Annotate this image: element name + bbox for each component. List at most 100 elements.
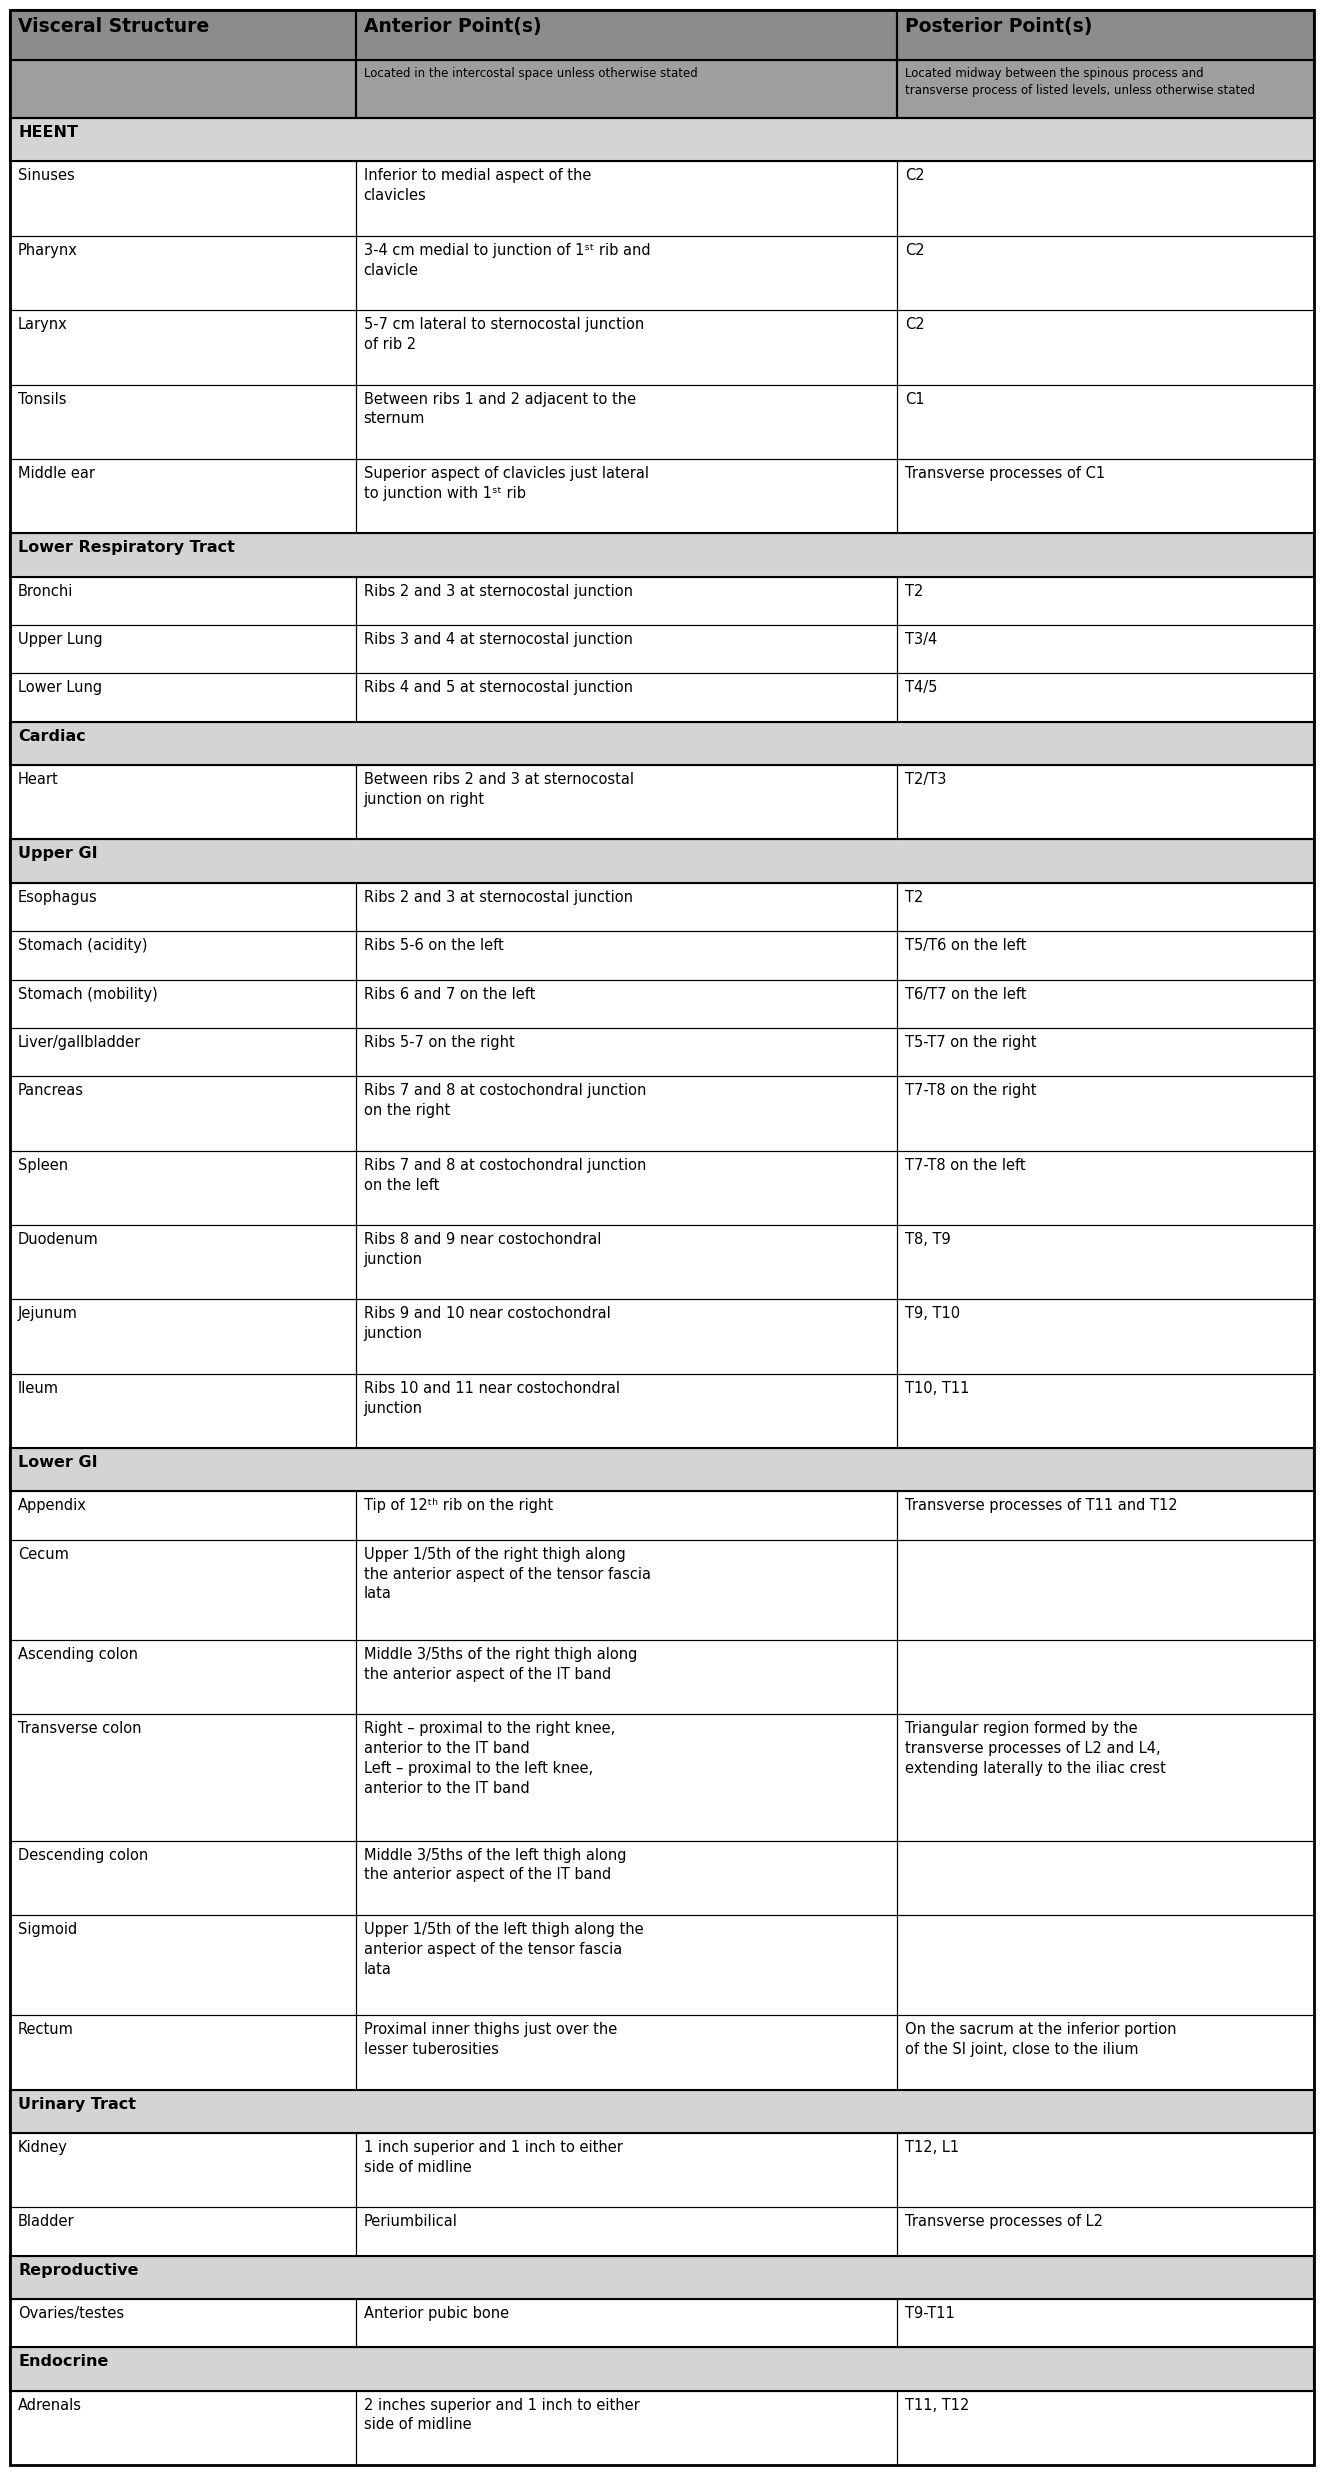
Bar bbox=[896, 309, 1313, 384]
Text: Anterior pubic bone: Anterior pubic bone bbox=[364, 2307, 508, 2322]
Text: Pancreas: Pancreas bbox=[19, 1084, 83, 1099]
Bar bbox=[11, 624, 356, 673]
Bar bbox=[356, 161, 896, 235]
Bar bbox=[356, 980, 896, 1027]
Bar bbox=[356, 624, 896, 673]
Text: T7-T8 on the right: T7-T8 on the right bbox=[904, 1084, 1037, 1099]
Text: Middle 3/5ths of the right thigh along
the anterior aspect of the IT band: Middle 3/5ths of the right thigh along t… bbox=[364, 1646, 637, 1683]
Bar bbox=[11, 980, 356, 1027]
Bar bbox=[896, 2208, 1313, 2255]
Bar bbox=[11, 2015, 356, 2089]
Text: Esophagus: Esophagus bbox=[19, 889, 98, 906]
Text: Upper Lung: Upper Lung bbox=[19, 631, 103, 646]
Bar bbox=[11, 723, 1313, 765]
Bar bbox=[11, 458, 356, 532]
Text: Stomach (mobility): Stomach (mobility) bbox=[19, 988, 158, 1002]
Bar bbox=[356, 2015, 896, 2089]
Text: 1 inch superior and 1 inch to either
side of midline: 1 inch superior and 1 inch to either sid… bbox=[364, 2141, 622, 2176]
Text: Transverse processes of L2: Transverse processes of L2 bbox=[904, 2215, 1103, 2230]
Bar bbox=[356, 1077, 896, 1151]
Bar bbox=[11, 884, 356, 931]
Text: Between ribs 1 and 2 adjacent to the
sternum: Between ribs 1 and 2 adjacent to the ste… bbox=[364, 391, 636, 426]
Bar bbox=[896, 1027, 1313, 1077]
Bar bbox=[11, 1448, 1313, 1492]
Bar bbox=[356, 1539, 896, 1641]
Text: Sinuses: Sinuses bbox=[19, 168, 74, 183]
Bar bbox=[356, 1374, 896, 1448]
Text: Posterior Point(s): Posterior Point(s) bbox=[904, 17, 1092, 37]
Text: T11, T12: T11, T12 bbox=[904, 2398, 969, 2413]
Bar bbox=[896, 1641, 1313, 1715]
Bar bbox=[11, 59, 356, 119]
Text: Lower Lung: Lower Lung bbox=[19, 681, 102, 695]
Text: Ribs 8 and 9 near costochondral
junction: Ribs 8 and 9 near costochondral junction bbox=[364, 1233, 601, 1267]
Text: Bladder: Bladder bbox=[19, 2215, 74, 2230]
Bar bbox=[356, 980, 896, 1027]
Text: Ribs 2 and 3 at sternocostal junction: Ribs 2 and 3 at sternocostal junction bbox=[364, 584, 633, 599]
Bar bbox=[896, 2133, 1313, 2208]
Bar bbox=[356, 1715, 896, 1841]
Bar bbox=[11, 1374, 356, 1448]
Bar bbox=[896, 577, 1313, 624]
Text: Endocrine: Endocrine bbox=[19, 2354, 109, 2369]
Bar bbox=[356, 1299, 896, 1374]
Text: Lower GI: Lower GI bbox=[19, 1455, 98, 1470]
Bar bbox=[11, 673, 356, 723]
Text: T2/T3: T2/T3 bbox=[904, 772, 947, 787]
Text: 2 inches superior and 1 inch to either
side of midline: 2 inches superior and 1 inch to either s… bbox=[364, 2398, 639, 2433]
Bar bbox=[11, 577, 356, 624]
Bar bbox=[356, 673, 896, 723]
Bar bbox=[356, 1027, 896, 1077]
Text: Located midway between the spinous process and
transverse process of listed leve: Located midway between the spinous proce… bbox=[904, 67, 1255, 97]
Bar bbox=[356, 1641, 896, 1715]
Bar bbox=[11, 1077, 356, 1151]
Bar bbox=[11, 839, 1313, 884]
Bar bbox=[11, 384, 356, 458]
Bar bbox=[356, 1151, 896, 1225]
Bar bbox=[11, 2089, 1313, 2133]
Bar bbox=[11, 765, 356, 839]
Bar bbox=[896, 1225, 1313, 1299]
Bar bbox=[11, 2015, 356, 2089]
Bar bbox=[11, 10, 356, 59]
Bar bbox=[11, 309, 356, 384]
Text: Upper 1/5th of the left thigh along the
anterior aspect of the tensor fascia
lat: Upper 1/5th of the left thigh along the … bbox=[364, 1923, 643, 1978]
Text: Visceral Structure: Visceral Structure bbox=[19, 17, 209, 37]
Bar bbox=[11, 1539, 356, 1641]
Bar bbox=[11, 309, 356, 384]
Bar bbox=[356, 458, 896, 532]
Bar bbox=[11, 765, 356, 839]
Bar bbox=[11, 1027, 356, 1077]
Bar bbox=[356, 1916, 896, 2015]
Text: Tip of 12ᵗʰ rib on the right: Tip of 12ᵗʰ rib on the right bbox=[364, 1497, 552, 1512]
Text: T2: T2 bbox=[904, 889, 923, 906]
Bar bbox=[356, 1027, 896, 1077]
Bar bbox=[356, 884, 896, 931]
Text: Ribs 9 and 10 near costochondral
junction: Ribs 9 and 10 near costochondral junctio… bbox=[364, 1307, 610, 1341]
Bar bbox=[11, 884, 356, 931]
Bar bbox=[356, 1492, 896, 1539]
Bar bbox=[356, 931, 896, 980]
Text: T10, T11: T10, T11 bbox=[904, 1381, 969, 1396]
Bar bbox=[896, 1715, 1313, 1841]
Text: Between ribs 2 and 3 at sternocostal
junction on right: Between ribs 2 and 3 at sternocostal jun… bbox=[364, 772, 634, 807]
Bar bbox=[11, 119, 1313, 161]
Bar bbox=[11, 2299, 356, 2346]
Bar bbox=[896, 59, 1313, 119]
Bar bbox=[356, 235, 896, 309]
Bar bbox=[11, 2391, 356, 2465]
Text: Rectum: Rectum bbox=[19, 2022, 74, 2037]
Bar bbox=[356, 1641, 896, 1715]
Bar bbox=[896, 384, 1313, 458]
Bar bbox=[896, 1027, 1313, 1077]
Text: Appendix: Appendix bbox=[19, 1497, 87, 1512]
Bar bbox=[11, 59, 356, 119]
Text: T12, L1: T12, L1 bbox=[904, 2141, 959, 2156]
Text: Duodenum: Duodenum bbox=[19, 1233, 99, 1247]
Bar bbox=[896, 1916, 1313, 2015]
Bar bbox=[896, 384, 1313, 458]
Bar bbox=[356, 2133, 896, 2208]
Text: Anterior Point(s): Anterior Point(s) bbox=[364, 17, 542, 37]
Bar bbox=[356, 309, 896, 384]
Bar bbox=[11, 1225, 356, 1299]
